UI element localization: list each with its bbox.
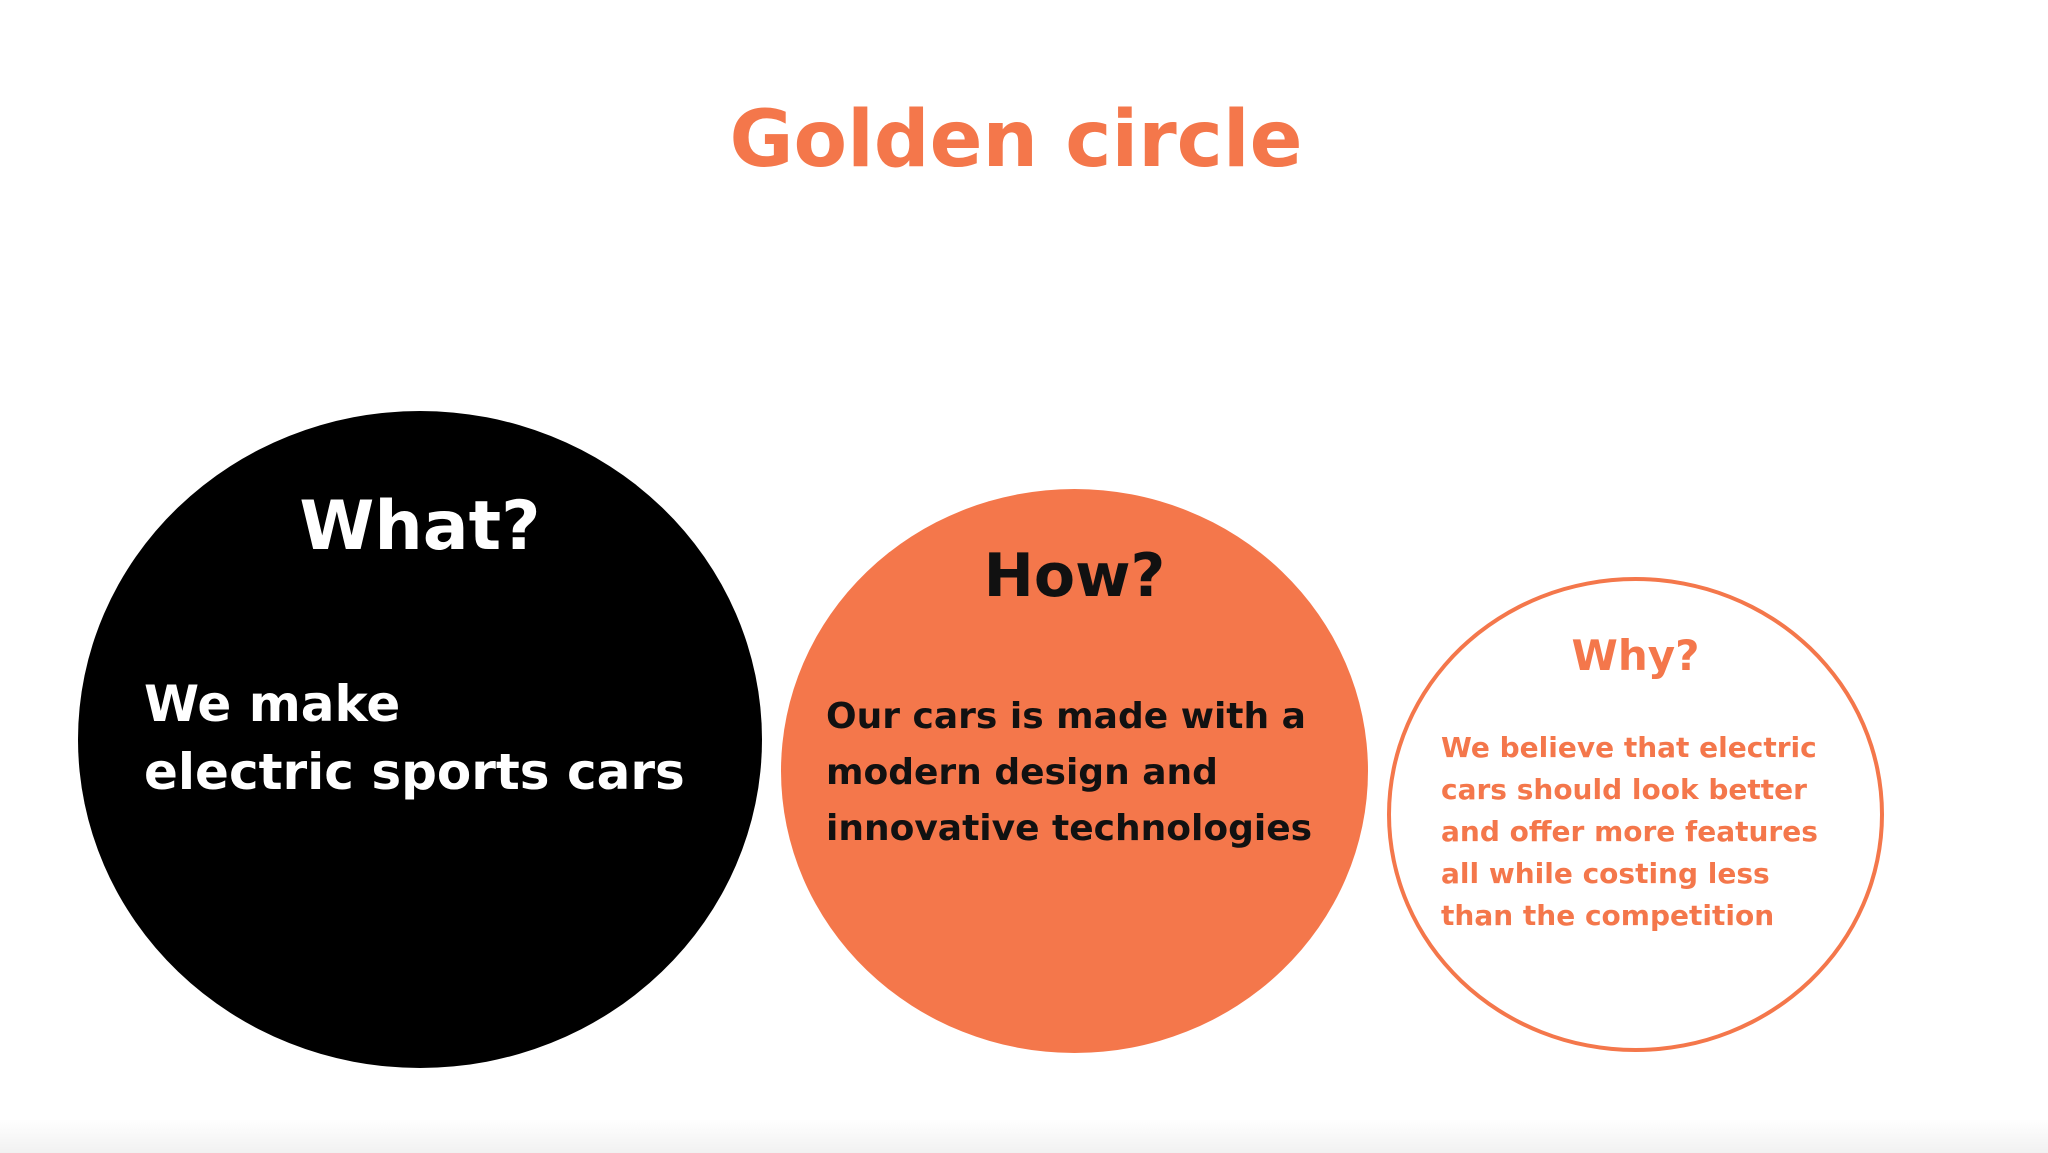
- slide-title: Golden circle: [729, 95, 1303, 185]
- how-circle: [781, 489, 1368, 1053]
- how-text: Our cars is made with a modern design an…: [826, 696, 1313, 849]
- why-heading: Why?: [1571, 631, 1700, 680]
- what-circle: [78, 411, 762, 1068]
- how-heading: How?: [983, 541, 1166, 611]
- bottom-shadow: [0, 1119, 2048, 1153]
- what-text: We make electric sports cars: [144, 675, 685, 801]
- what-heading: What?: [299, 487, 541, 566]
- why-circle: [1387, 577, 1884, 1052]
- why-text: We believe that electric cars should loo…: [1441, 731, 1818, 932]
